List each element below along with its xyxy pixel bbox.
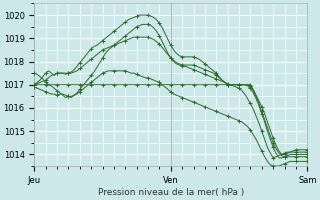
X-axis label: Pression niveau de la mer( hPa ): Pression niveau de la mer( hPa ) [98,188,244,197]
